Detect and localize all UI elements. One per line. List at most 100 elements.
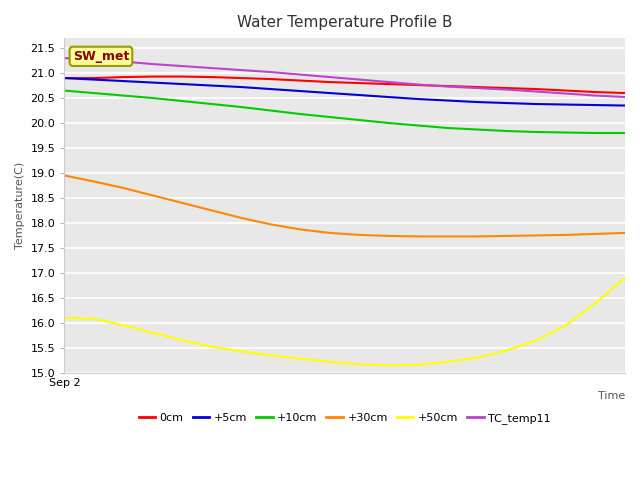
0cm: [444, 83, 452, 89]
+10cm: [532, 129, 540, 135]
TC_temp11: [532, 89, 540, 95]
+50cm: [120, 323, 127, 328]
TC_temp11: [90, 57, 98, 62]
Line: 0cm: 0cm: [65, 77, 625, 93]
0cm: [385, 81, 393, 87]
0cm: [120, 74, 127, 80]
Line: TC_temp11: TC_temp11: [65, 58, 625, 97]
+5cm: [415, 96, 422, 102]
+50cm: [503, 348, 511, 353]
Legend: 0cm, +5cm, +10cm, +30cm, +50cm, TC_temp11: 0cm, +5cm, +10cm, +30cm, +50cm, TC_temp1…: [134, 408, 556, 428]
+10cm: [296, 111, 304, 117]
+10cm: [621, 130, 629, 136]
0cm: [356, 80, 364, 86]
+50cm: [237, 348, 245, 354]
+50cm: [474, 355, 481, 360]
+5cm: [503, 100, 511, 106]
TC_temp11: [208, 65, 216, 71]
TC_temp11: [503, 87, 511, 93]
0cm: [296, 78, 304, 84]
0cm: [562, 88, 570, 94]
+30cm: [120, 185, 127, 191]
TC_temp11: [326, 74, 333, 80]
0cm: [503, 85, 511, 91]
0cm: [90, 75, 98, 81]
+10cm: [120, 93, 127, 98]
+30cm: [208, 207, 216, 213]
0cm: [326, 79, 333, 85]
+50cm: [591, 300, 599, 306]
+5cm: [621, 103, 629, 108]
+30cm: [444, 234, 452, 240]
Title: Water Temperature Profile B: Water Temperature Profile B: [237, 15, 452, 30]
+30cm: [385, 233, 393, 239]
+10cm: [326, 114, 333, 120]
+50cm: [90, 316, 98, 322]
+10cm: [562, 130, 570, 135]
+5cm: [385, 94, 393, 100]
Line: +50cm: +50cm: [65, 278, 625, 365]
+30cm: [415, 234, 422, 240]
TC_temp11: [61, 55, 68, 61]
TC_temp11: [474, 85, 481, 91]
+30cm: [356, 232, 364, 238]
+30cm: [296, 227, 304, 232]
+30cm: [61, 173, 68, 179]
+50cm: [621, 275, 629, 281]
0cm: [591, 89, 599, 95]
+30cm: [532, 232, 540, 238]
0cm: [179, 74, 186, 80]
+5cm: [591, 102, 599, 108]
+50cm: [532, 337, 540, 343]
+50cm: [444, 359, 452, 365]
+10cm: [503, 128, 511, 134]
0cm: [237, 75, 245, 81]
0cm: [474, 84, 481, 90]
TC_temp11: [385, 79, 393, 85]
+10cm: [267, 108, 275, 113]
+30cm: [267, 222, 275, 228]
0cm: [532, 86, 540, 92]
+10cm: [385, 120, 393, 126]
+5cm: [444, 97, 452, 103]
+50cm: [385, 362, 393, 368]
+50cm: [149, 330, 157, 336]
TC_temp11: [120, 59, 127, 64]
Text: SW_met: SW_met: [73, 50, 129, 63]
+30cm: [562, 232, 570, 238]
+30cm: [179, 200, 186, 206]
+30cm: [149, 192, 157, 198]
+5cm: [120, 78, 127, 84]
+5cm: [356, 92, 364, 98]
+30cm: [474, 234, 481, 240]
Y-axis label: Temperature(C): Temperature(C): [15, 162, 25, 249]
+10cm: [591, 130, 599, 136]
+30cm: [591, 231, 599, 237]
+50cm: [296, 356, 304, 361]
Line: +10cm: +10cm: [65, 91, 625, 133]
0cm: [267, 76, 275, 82]
TC_temp11: [444, 84, 452, 89]
0cm: [61, 75, 68, 81]
+10cm: [90, 90, 98, 96]
+5cm: [208, 83, 216, 88]
+50cm: [415, 362, 422, 368]
+50cm: [267, 352, 275, 358]
+30cm: [90, 179, 98, 184]
+10cm: [179, 98, 186, 104]
+5cm: [296, 88, 304, 94]
0cm: [208, 74, 216, 80]
+10cm: [474, 127, 481, 132]
Line: +30cm: +30cm: [65, 176, 625, 237]
+50cm: [61, 315, 68, 321]
+10cm: [444, 125, 452, 131]
TC_temp11: [415, 82, 422, 87]
+30cm: [503, 233, 511, 239]
TC_temp11: [296, 72, 304, 77]
TC_temp11: [267, 69, 275, 75]
+5cm: [474, 99, 481, 105]
+30cm: [621, 230, 629, 236]
+30cm: [237, 215, 245, 221]
+5cm: [562, 102, 570, 108]
+50cm: [356, 361, 364, 367]
